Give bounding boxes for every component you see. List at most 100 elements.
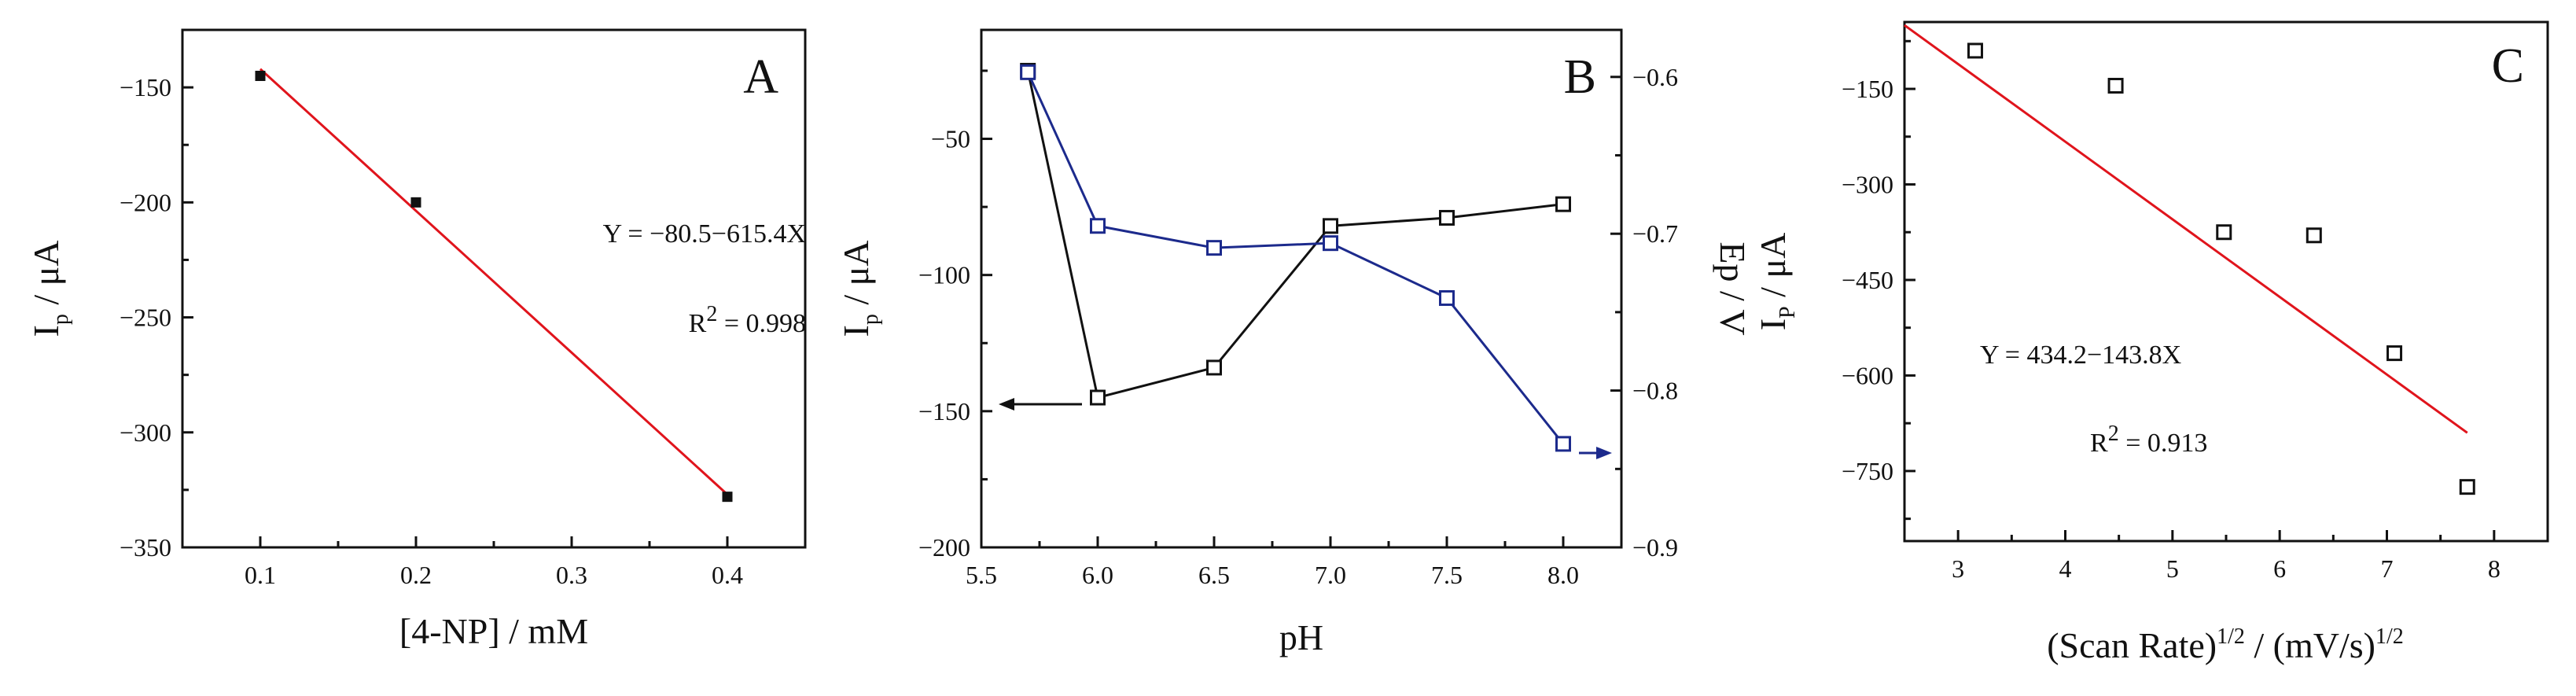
y-tick-label: −450 [1842,266,1893,294]
r2-prefix: R [2090,429,2108,458]
panel-a: 0.1 0.2 0.3 0.4 −350 −300 −250 −200 −150 A Y = … [26,28,807,651]
panel-b-plot-frame [980,28,1623,549]
series-line-ep [1026,72,1565,445]
panel-a-y-ticks: −350 −300 −250 −200 −150 [120,28,193,562]
panel-a-y-axis-label: Ip / μA [26,241,73,337]
data-point [2107,77,2124,94]
x-tick-label: 8.0 [1547,561,1579,589]
panel-a-x-axis-label: [4-NP] / mM [399,611,588,651]
ylabel-unit: / μA [1753,233,1793,307]
y-tick-label: −150 [918,397,970,425]
y-right-tick-label: −0.9 [1632,533,1678,562]
panel-c: 3 4 5 6 7 8 −750 −600 −450 −300 −150 C Y = 434.2−… [1753,20,2549,665]
data-point [1555,196,1571,212]
panel-b-series [1020,62,1571,452]
ylabel-sub: P [1776,306,1800,319]
panel-a-x-ticks: 0.1 0.2 0.3 0.4 [181,536,807,589]
x-tick-label: 7 [2381,554,2394,583]
x-tick-label: 4 [2059,554,2072,583]
data-point [2386,345,2403,362]
panel-c-equation: Y = 434.2−143.8X [1980,341,2181,370]
panel-b-y-right-axis-label: Ep / V [1713,241,1753,335]
r2-prefix: R [689,309,707,338]
x-tick-label: 0.1 [245,561,276,589]
y-tick-label: −600 [1842,361,1893,389]
panel-c-x-axis-label: (Scan Rate)1/2 / (mV/s)1/2 [2047,624,2404,665]
y-tick-label: −300 [1842,171,1893,199]
x-tick-label: 5 [2166,554,2179,583]
xlabel-sup2: 1/2 [2375,624,2404,649]
x-tick-label: 7.0 [1315,561,1346,589]
x-tick-label: 8 [2488,554,2501,583]
panel-b-label: B [1564,50,1596,104]
y-tick-label: −200 [120,188,171,216]
panel-a-label: A [743,50,778,104]
panel-b-y-ticks: −200 −150 −100 −50 [918,69,992,562]
y-right-tick-label: −0.7 [1632,219,1678,248]
series-line-ip [1026,70,1564,400]
ylabel-sub: p [859,314,883,325]
data-point [2216,224,2232,241]
panel-a-r2: R2 = 0.998 [689,302,806,338]
data-point [1090,389,1106,406]
panel-c-y-ticks: −750 −600 −450 −300 −150 [1842,39,1915,521]
data-point [1020,64,1036,80]
x-tick-label: 3 [1952,554,1964,583]
panel-c-label: C [2492,39,2524,93]
fit-line [1904,24,2468,434]
data-point [2459,479,2475,495]
y-right-tick-label: −0.8 [1632,377,1678,405]
fit-line [259,68,729,495]
data-point [1090,218,1106,234]
panel-a-series [255,70,733,503]
ylabel-sub: p [49,314,73,325]
panel-b-y-right-ticks: −0.9 −0.8 −0.7 −0.6 [1610,63,1678,562]
panel-b-left-axis-arrow [999,398,1082,411]
xlabel-sup1: 1/2 [2217,624,2245,649]
data-point [1323,235,1338,252]
data-point [1206,359,1222,376]
panel-b-x-ticks: 5.5 6.0 6.5 7.0 7.5 8.0 [966,536,1623,589]
y-tick-label: −150 [1842,75,1893,103]
x-tick-label: 6.0 [1082,561,1113,589]
xlabel-mid: / (mV/s) [2245,625,2375,665]
panel-c-plot-frame [1903,20,2549,543]
panel-a-equation: Y = −80.5−615.4X [603,219,806,249]
panel-a-plot-frame [181,28,807,549]
data-point [255,70,266,81]
data-point [1439,209,1455,226]
r2-sup: 2 [2108,422,2119,446]
data-point [1439,289,1455,306]
y-tick-label: −200 [918,533,970,562]
data-point [1206,240,1222,256]
ylabel-main: I [836,325,876,337]
panel-a-fit [259,68,729,495]
ylabel-unit: / μA [26,241,66,315]
data-point [1323,218,1338,234]
panel-b: 5.5 6.0 6.5 7.0 7.5 8.0 −200−150−100−50 −0.9−… [836,28,1753,657]
x-tick-label: 0.3 [556,561,587,589]
y-tick-label: −100 [918,261,970,289]
y-tick-label: −300 [120,418,171,447]
panel-c-y-axis-label: IP / μA [1753,233,1800,331]
data-point [1555,436,1571,452]
x-tick-label: 6 [2273,554,2286,583]
panel-c-series [1967,42,2475,495]
x-tick-label: 5.5 [966,561,997,589]
panel-c-x-ticks: 3 4 5 6 7 8 [1903,530,2549,583]
y-tick-label: −350 [120,533,171,562]
y-tick-label: −50 [931,125,970,153]
ylabel-main: I [26,325,66,337]
r2-value: = 0.913 [2119,429,2208,458]
panel-c-r2: R2 = 0.913 [2090,422,2207,458]
panel-b-right-axis-arrow [1579,447,1612,459]
y-tick-label: −750 [1842,457,1893,485]
data-point [1967,42,1983,59]
data-point [722,492,733,503]
ylabel-main: I [1753,319,1793,330]
r2-value: = 0.998 [717,309,806,338]
panel-b-y-axis-label: Ip / μA [836,241,883,337]
x-tick-label: 6.5 [1198,561,1230,589]
y-right-tick-label: −0.6 [1632,63,1678,91]
